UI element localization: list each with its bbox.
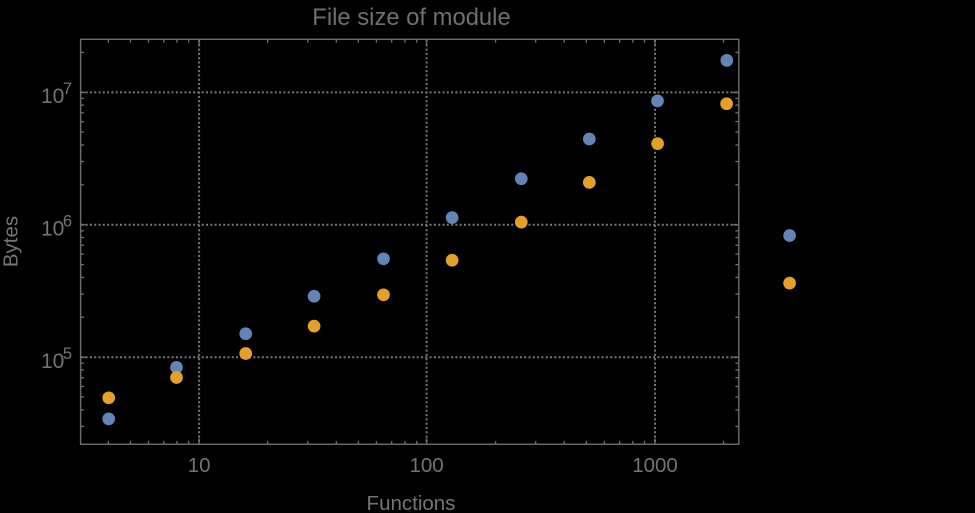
- svg-text:10: 10: [41, 217, 64, 240]
- svg-text:Functions: Functions: [367, 492, 456, 513]
- svg-text:10: 10: [188, 454, 211, 477]
- svg-text:File size of module: File size of module: [312, 4, 510, 31]
- svg-text:1000: 1000: [632, 454, 678, 477]
- svg-text:5: 5: [63, 345, 72, 363]
- svg-text:Bytes: Bytes: [0, 216, 23, 267]
- svg-text:6: 6: [63, 212, 72, 230]
- svg-text:10: 10: [41, 350, 64, 373]
- svg-text:7: 7: [63, 80, 72, 98]
- svg-text:10: 10: [41, 85, 64, 108]
- svg-text:100: 100: [409, 454, 443, 477]
